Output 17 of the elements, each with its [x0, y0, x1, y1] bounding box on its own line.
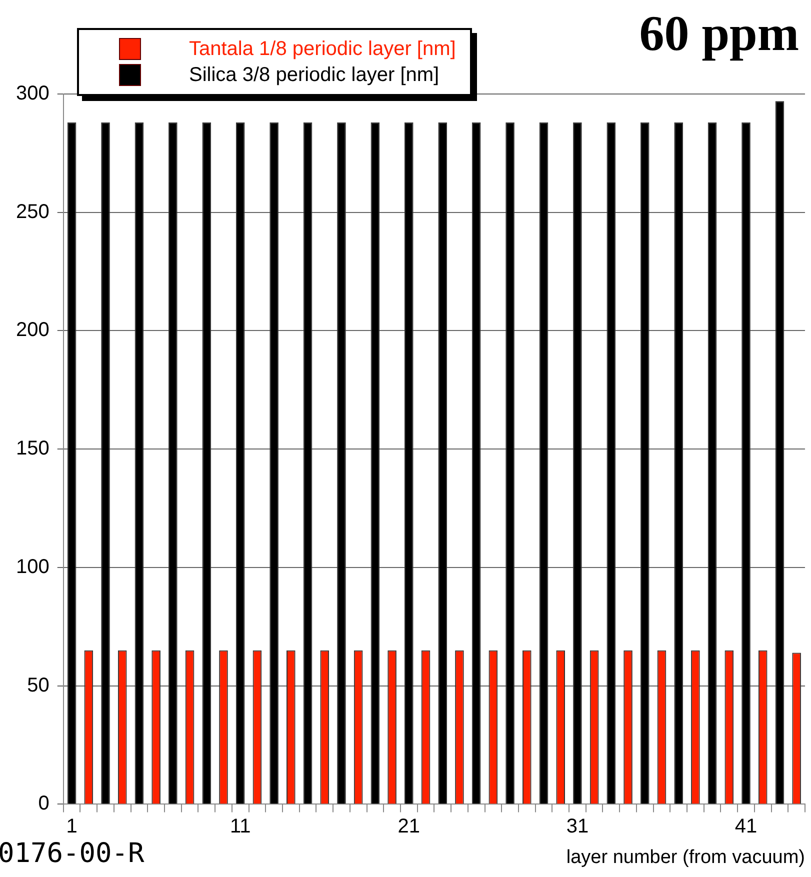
x-tick-label: 41	[734, 816, 758, 838]
x-axis-title: layer number (from vacuum)	[566, 846, 805, 868]
y-tick-label: 150	[16, 438, 50, 460]
x-tick-label: 1	[66, 816, 78, 838]
y-tick-label: 200	[16, 319, 50, 342]
legend-label: Tantala 1/8 periodic layer [nm]	[189, 38, 456, 60]
y-tick-label: 0	[38, 792, 50, 815]
legend-label: Silica 3/8 periodic layer [nm]	[189, 64, 440, 86]
x-tick-label: 21	[398, 816, 420, 838]
text: 0176-00-R	[0, 838, 144, 869]
x-tick-label: 31	[566, 816, 589, 838]
y-tick-label: 100	[16, 556, 50, 578]
y-tick-label: 50	[27, 674, 50, 696]
y-tick-label: 250	[16, 200, 50, 223]
x-tick-label: 11	[230, 816, 251, 838]
chart-title: 60 ppm	[639, 4, 799, 62]
y-tick-label: 300	[16, 82, 50, 105]
